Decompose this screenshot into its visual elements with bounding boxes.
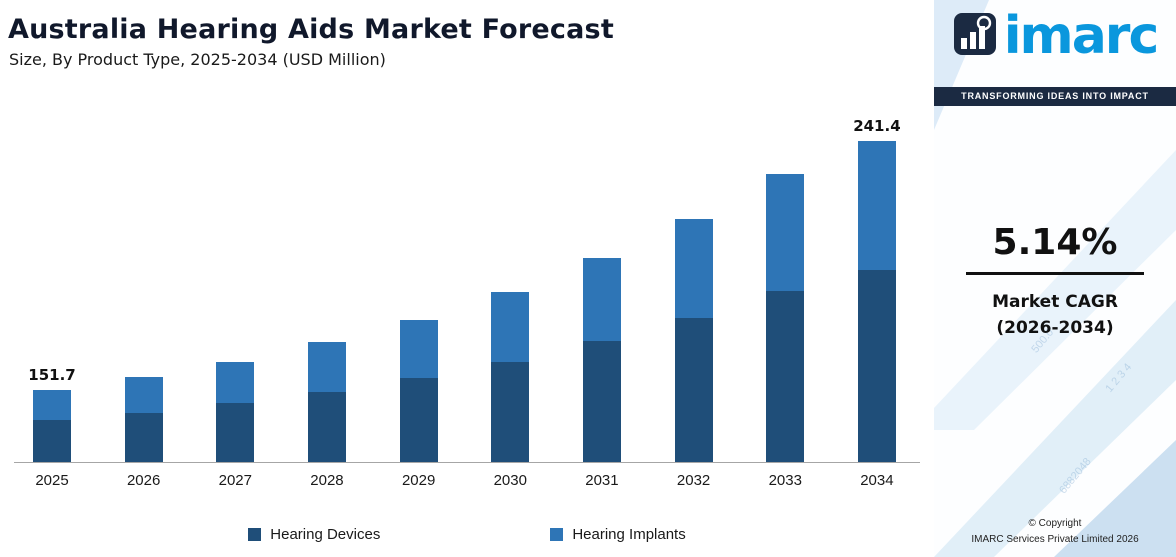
imarc-logo: imarc <box>934 10 1176 62</box>
segment-hearing-devices <box>399 378 438 463</box>
segment-hearing-implants <box>33 390 71 420</box>
legend-item-hearing-devices: Hearing Devices <box>248 526 380 543</box>
bar-value-label: 151.7 <box>28 366 76 384</box>
cagr-value: 5.14% <box>992 222 1118 263</box>
segment-hearing-devices <box>307 392 346 463</box>
bar-2029: 2029 <box>399 117 438 489</box>
segment-hearing-implants <box>491 292 530 362</box>
imarc-logo-text: imarc <box>1003 6 1160 66</box>
segment-hearing-devices <box>766 291 805 463</box>
chart-bars: 151.7 2025 2026 2027 2028 2029 2030 2031 2032 203… <box>28 117 900 489</box>
segment-hearing-devices <box>33 420 71 463</box>
watermark-number: 6882048 <box>1057 455 1094 497</box>
x-axis-tick-label: 2027 <box>218 472 252 489</box>
x-axis-tick-label: 2034 <box>860 472 894 489</box>
legend-item-hearing-implants: Hearing Implants <box>550 526 686 543</box>
bar-2026: 2026 <box>124 117 163 489</box>
page-title: Australia Hearing Aids Market Forecast <box>8 14 614 45</box>
bar-value-label: 241.4 <box>853 117 901 135</box>
x-axis-tick-label: 2031 <box>585 472 619 489</box>
segment-hearing-devices <box>124 413 163 463</box>
legend-label: Hearing Devices <box>270 526 381 543</box>
x-axis-tick-label: 2033 <box>768 472 802 489</box>
bar-2031: 2031 <box>582 117 621 489</box>
bar-2033: 2033 <box>766 117 805 489</box>
segment-hearing-implants <box>216 362 255 403</box>
segment-hearing-implants <box>674 219 713 318</box>
segment-hearing-implants <box>582 258 621 341</box>
cagr-divider <box>966 272 1144 275</box>
segment-hearing-implants <box>124 377 163 413</box>
chart-legend: Hearing Devices Hearing Implants <box>0 526 934 543</box>
x-axis-line <box>14 462 920 463</box>
legend-swatch-hearing-devices <box>248 528 262 541</box>
segment-hearing-devices <box>582 341 621 463</box>
x-axis-tick-label: 2025 <box>35 472 69 489</box>
segment-hearing-implants <box>857 141 896 271</box>
copyright-line1: © Copyright <box>1028 518 1082 529</box>
cagr-label-line2: (2026-2034) <box>996 318 1114 339</box>
bar-2025: 151.7 2025 <box>28 117 75 489</box>
cagr-block: 5.14% Market CAGR (2026-2034) <box>934 222 1176 342</box>
segment-hearing-devices <box>491 362 530 463</box>
segment-hearing-devices <box>857 270 896 463</box>
bar-2030: 2030 <box>491 117 530 489</box>
bar-2027: 2027 <box>216 117 255 489</box>
watermark-number: 1 2 3 4 <box>1103 361 1135 395</box>
x-axis-tick-label: 2030 <box>493 472 527 489</box>
legend-label: Hearing Implants <box>572 526 686 543</box>
x-axis-tick-label: 2032 <box>676 472 711 489</box>
copyright-line2: IMARC Services Private Limited 2026 <box>971 533 1139 545</box>
segment-hearing-implants <box>399 320 438 378</box>
bar-2028: 2028 <box>307 117 346 489</box>
x-axis-tick-label: 2026 <box>126 472 161 489</box>
legend-swatch-hearing-implants <box>550 528 564 541</box>
imarc-tagline: TRANSFORMING IDEAS INTO IMPACT <box>934 87 1176 106</box>
bar-2034: 241.4 2034 <box>853 117 900 489</box>
bar-2032: 2032 <box>674 117 713 489</box>
segment-hearing-devices <box>216 403 255 463</box>
page-subtitle: Size, By Product Type, 2025-2034 (USD Mi… <box>9 50 386 69</box>
segment-hearing-implants <box>307 342 346 392</box>
bar-chart-magnifier-icon <box>953 11 997 62</box>
copyright: © Copyright IMARC Services Private Limit… <box>934 516 1176 547</box>
chart-panel: Australia Hearing Aids Market Forecast S… <box>0 14 934 543</box>
sidebar: 500.0 1 2 3 4 6882048 imarc TRANSFORMING… <box>934 0 1176 557</box>
segment-hearing-devices <box>674 318 713 463</box>
segment-hearing-implants <box>766 174 805 291</box>
x-axis-tick-label: 2029 <box>401 472 436 489</box>
cagr-label-line1: Market CAGR <box>992 292 1118 312</box>
x-axis-tick-label: 2028 <box>310 472 344 489</box>
